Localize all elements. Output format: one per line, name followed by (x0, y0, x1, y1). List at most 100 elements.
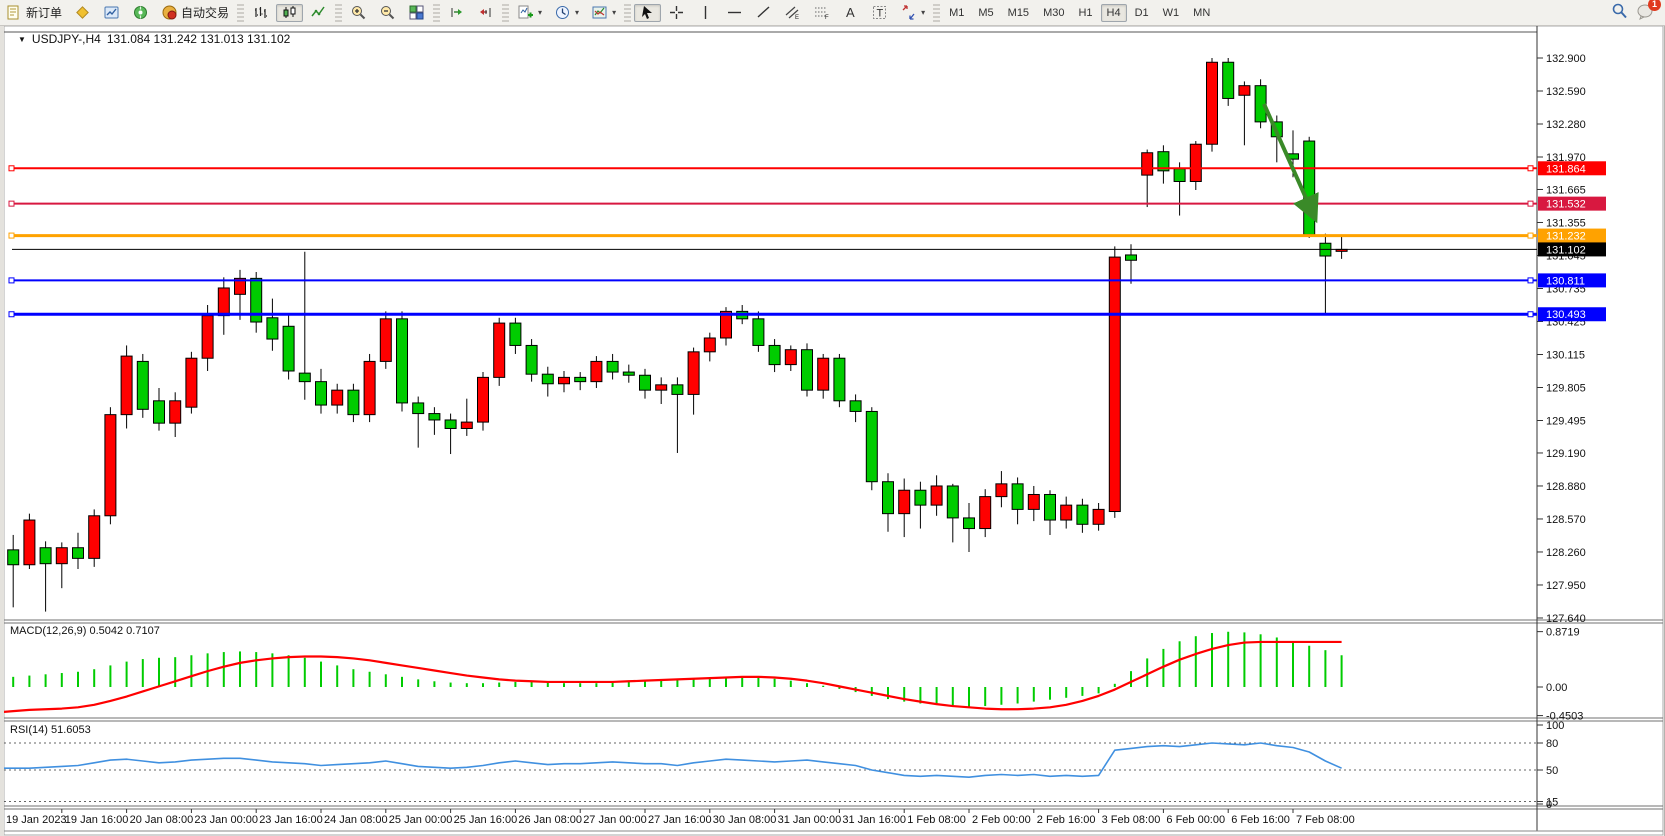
candle (509, 317, 522, 354)
svg-text:0: 0 (1546, 799, 1552, 811)
data-window-button[interactable] (69, 4, 96, 22)
svg-text:132.280: 132.280 (1546, 119, 1586, 131)
zoom-in-button[interactable] (345, 4, 372, 22)
tf-d1[interactable]: D1 (1134, 6, 1149, 19)
candle (331, 383, 344, 414)
candle (752, 311, 765, 352)
svg-text:130.811: 130.811 (1546, 275, 1585, 287)
equidistant-channel-button[interactable]: E (779, 4, 806, 22)
macd-signal-line (4, 640, 1342, 713)
tf-m5[interactable]: M5 (978, 6, 994, 19)
label-icon: T (871, 4, 888, 21)
vertical-line-button[interactable] (692, 4, 719, 22)
indicators-button[interactable]: ▾ (512, 4, 547, 22)
candle (396, 311, 408, 412)
candle (363, 353, 376, 423)
svg-text:132.900: 132.900 (1546, 53, 1586, 65)
bar-chart-button[interactable] (247, 4, 274, 22)
svg-text:128.570: 128.570 (1546, 514, 1586, 526)
chevron-down-icon: ▾ (538, 8, 543, 17)
hline-130.493[interactable]: 130.493 (8, 307, 1606, 322)
macd-histogram (12, 631, 1343, 707)
zoom-out-button[interactable] (374, 4, 401, 22)
line-chart-button[interactable] (305, 4, 332, 22)
svg-text:130.493: 130.493 (1546, 309, 1586, 321)
candle (23, 513, 36, 570)
hline-131.232[interactable]: 131.232 (8, 228, 1606, 243)
auto-scroll-button[interactable] (443, 4, 470, 22)
price-axis[interactable]: 132.900 132.590 132.280 131.970 131.665 131.3… (1537, 53, 1586, 811)
search-icon[interactable] (1610, 2, 1628, 23)
tf-h4[interactable]: H4 (1100, 3, 1127, 22)
cursor-button[interactable] (634, 3, 662, 22)
tf-m1[interactable]: M1 (949, 6, 965, 19)
candlestick-button[interactable] (276, 3, 304, 22)
svg-text:T: T (877, 8, 884, 20)
tf-m30[interactable]: M30 (1043, 6, 1065, 19)
svg-text:131.970: 131.970 (1546, 152, 1586, 164)
chart-shift-button[interactable] (472, 4, 499, 22)
chart-menu-icon[interactable]: ▼ (18, 34, 26, 44)
candlestick-icon (281, 4, 298, 21)
price-tag (1538, 196, 1606, 211)
crosshair-button[interactable] (663, 4, 690, 22)
market-watch-button[interactable] (98, 4, 125, 22)
hline-130.811[interactable]: 130.811 (8, 273, 1606, 288)
candle (639, 368, 651, 399)
svg-text:131.355: 131.355 (1546, 217, 1586, 229)
periods-icon (554, 4, 571, 21)
candle (120, 345, 133, 429)
svg-text:27 Jan 00:00: 27 Jan 00:00 (583, 814, 647, 826)
label-button[interactable]: T (866, 4, 893, 22)
candle (55, 542, 68, 589)
svg-text:23 Jan 00:00: 23 Jan 00:00 (194, 814, 258, 826)
hline-131.102[interactable]: 131.102 (12, 242, 1606, 257)
svg-text:129.190: 129.190 (1546, 448, 1586, 460)
horizontal-line-button[interactable] (721, 4, 748, 22)
svg-text:127.640: 127.640 (1546, 613, 1586, 625)
notifications-icon[interactable]: 1 (1636, 0, 1661, 23)
tf-mn[interactable]: MN (1193, 6, 1211, 19)
svg-text:3 Feb 08:00: 3 Feb 08:00 (1102, 814, 1161, 826)
candle (266, 298, 279, 351)
vertical-line-icon (697, 4, 714, 21)
candle (687, 347, 700, 415)
fibonacci-button[interactable]: F (808, 4, 835, 22)
symbol-period-label: USDJPY-,H4 (31, 32, 101, 46)
candle (817, 353, 830, 399)
candle (185, 351, 198, 414)
candle (558, 370, 570, 393)
hline-131.864[interactable]: 131.864 (8, 161, 1606, 176)
candle (1157, 145, 1170, 184)
arrows-button[interactable]: ▾ (895, 4, 930, 22)
tf-h1[interactable]: H1 (1078, 6, 1093, 19)
svg-text:131.864: 131.864 (1546, 163, 1586, 175)
signals-button[interactable] (127, 4, 154, 22)
zoom-out-icon (379, 4, 396, 21)
candle (1011, 477, 1024, 525)
templates-button[interactable]: ▾ (586, 4, 621, 22)
svg-text:31 Jan 16:00: 31 Jan 16:00 (842, 814, 906, 826)
trend-arrow-annotation[interactable] (1262, 103, 1319, 224)
autotrade-button[interactable]: 自动交易 (156, 4, 234, 22)
candle (801, 343, 813, 397)
rsi-label: RSI(14) 51.6053 (10, 724, 91, 736)
candle (995, 471, 1008, 508)
hline-131.532[interactable]: 131.532 (8, 196, 1606, 211)
candle (1303, 136, 1316, 238)
candle (671, 377, 684, 453)
new-order-button[interactable]: 新订单 (1, 4, 67, 22)
candle (1108, 246, 1121, 518)
chevron-down-icon: ▾ (921, 8, 926, 17)
tile-windows-button[interactable] (403, 4, 430, 22)
candle (412, 396, 425, 448)
text-button[interactable]: A (837, 4, 864, 22)
price-chart[interactable]: 132.900 132.590 132.280 131.970 131.665 131.3… (3, 25, 1664, 836)
trendline-button[interactable] (750, 4, 777, 22)
periods-button[interactable]: ▾ (549, 4, 584, 22)
tf-w1[interactable]: W1 (1162, 6, 1180, 19)
svg-text:7 Feb 08:00: 7 Feb 08:00 (1296, 814, 1355, 826)
chart-window[interactable]: ▼ USDJPY-,H4 131.084 131.242 131.013 131… (0, 25, 1665, 836)
tf-m15[interactable]: M15 (1007, 6, 1030, 19)
